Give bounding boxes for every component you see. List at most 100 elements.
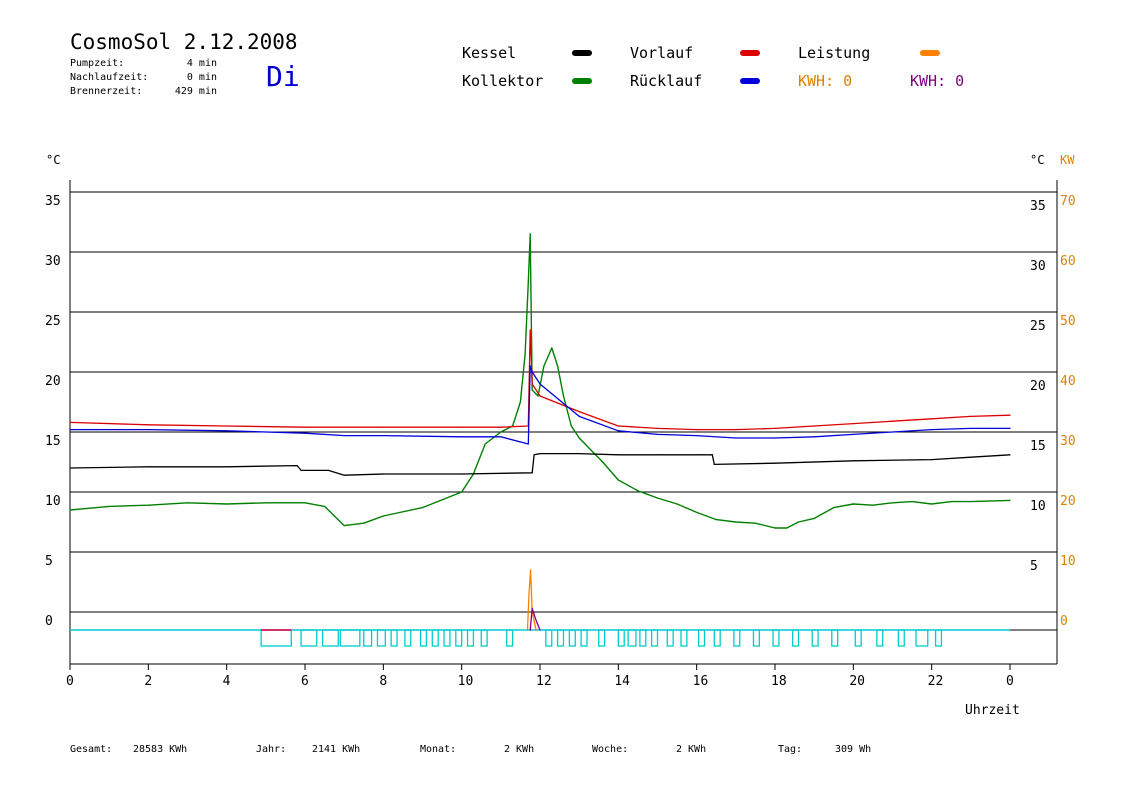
- pump-event-17: [568, 629, 576, 647]
- point-kollektor-50: [970, 501, 972, 503]
- point-kessel-7: [382, 473, 384, 475]
- pump-event-12: [466, 629, 475, 647]
- x-tick-label-10: 20: [849, 674, 865, 689]
- point-vorlauf-11: [578, 411, 580, 413]
- point-rcklauf-2: [226, 430, 228, 432]
- point-vorlauf-19: [891, 420, 894, 422]
- pump-event-34: [854, 629, 862, 647]
- grid-lines: [70, 191, 1057, 631]
- pumpzeit-label: Pumpzeit:: [70, 58, 125, 69]
- point-kessel-15: [696, 454, 698, 456]
- point-kollektor-6: [304, 502, 306, 504]
- point-kollektor-47: [911, 501, 913, 503]
- point-kessel-9: [531, 472, 533, 474]
- legend-kessel-label: Kessel: [462, 44, 517, 62]
- tick-labels: 0510152025303551015202530350102030405060…: [45, 194, 1076, 689]
- pump-event-26: [697, 629, 706, 647]
- x-tick-label-8: 16: [693, 674, 709, 689]
- pump-event-14: [506, 629, 514, 647]
- point-kessel-11: [539, 453, 541, 455]
- legend-leistung-swatch: [920, 50, 940, 56]
- pump-event-24: [666, 629, 674, 647]
- point-kollektor-42: [813, 517, 815, 520]
- pump-event-38: [934, 629, 943, 647]
- x-tick-label-1: 2: [144, 674, 152, 689]
- point-kollektor-44: [852, 503, 854, 505]
- point-rcklauf-6: [461, 436, 463, 438]
- pump-event-11: [455, 629, 463, 647]
- point-vorlauf-4: [382, 426, 384, 428]
- point-rcklauf-4: [343, 435, 345, 437]
- pump-event-33: [831, 629, 839, 647]
- point-kessel-6: [343, 474, 345, 476]
- tag-value: 309 Wh: [835, 744, 872, 755]
- point-kollektor-18: [524, 353, 526, 355]
- point-vorlauf-1: [147, 424, 149, 426]
- y-tick-kw-20: 20: [1060, 494, 1076, 509]
- point-kessel-17: [713, 463, 715, 465]
- point-kessel-13: [617, 454, 619, 456]
- pump-event-37: [915, 629, 929, 647]
- y-tick-right-35: 35: [1030, 199, 1046, 214]
- point-kollektor-35: [696, 511, 698, 513]
- pump-event-3: [339, 629, 361, 647]
- y-tick-left-15: 15: [45, 434, 61, 449]
- point-kollektor-33: [656, 497, 659, 499]
- y-tick-right-15: 15: [1030, 439, 1046, 454]
- point-kollektor-22: [537, 395, 539, 397]
- point-kollektor-19: [527, 281, 529, 283]
- point-kollektor-3: [186, 502, 189, 504]
- point-kessel-5: [327, 469, 330, 471]
- series-kessel: [69, 452, 1011, 476]
- legend-kessel-swatch: [572, 50, 592, 56]
- y-tick-left-25: 25: [45, 314, 61, 329]
- point-rcklauf-12: [578, 415, 580, 417]
- point-vorlauf-2: [226, 425, 228, 427]
- point-rcklauf-23: [1009, 427, 1011, 429]
- pump-event-30: [772, 629, 780, 647]
- point-kollektor-30: [602, 461, 604, 463]
- point-kollektor-37: [735, 521, 737, 523]
- legend-kollektor-label: Kollektor: [462, 72, 544, 90]
- series-kollektor: [69, 233, 1011, 529]
- tag-label: Tag:: [778, 744, 803, 755]
- pump-event-0: [260, 629, 292, 647]
- pump-events: [70, 629, 1010, 647]
- pump-event-1: [300, 629, 318, 647]
- gesamt-value: 28583 KWh: [133, 744, 188, 755]
- point-kollektor-7: [324, 505, 326, 507]
- right-unit-label: °C: [1030, 153, 1044, 167]
- legend-vorlauf-label: Vorlauf: [630, 44, 694, 62]
- pump-event-23: [650, 629, 659, 647]
- point-rcklauf-0: [69, 429, 71, 431]
- point-kollektor-9: [363, 522, 365, 524]
- y-tick-kw-30: 30: [1060, 434, 1076, 449]
- point-rcklauf-10: [531, 371, 533, 373]
- point-kollektor-29: [590, 449, 592, 451]
- monat-value: 2 KWh: [504, 744, 535, 755]
- y-tick-left-0: 0: [45, 614, 53, 629]
- pump-event-18: [580, 629, 588, 647]
- point-kollektor-28: [578, 437, 580, 439]
- y-tick-kw-50: 50: [1060, 314, 1076, 329]
- point-vorlauf-15: [735, 429, 737, 431]
- point-kessel-10: [533, 454, 535, 456]
- y-tick-right-30: 30: [1030, 259, 1046, 274]
- nachlaufzeit-value: 0 min: [186, 72, 217, 83]
- jahr-label: Jahr:: [256, 744, 287, 755]
- pump-event-35: [876, 629, 884, 647]
- point-vorlauf-14: [696, 429, 698, 431]
- point-kessel-19: [852, 460, 854, 462]
- point-kollektor-17: [519, 401, 522, 403]
- y-tick-left-10: 10: [45, 494, 61, 509]
- point-kollektor-20: [529, 233, 531, 235]
- x-tick-label-9: 18: [771, 674, 787, 689]
- y-tick-right-5: 5: [1030, 559, 1038, 574]
- x-tick-label-2: 4: [223, 674, 231, 689]
- point-kollektor-46: [891, 502, 894, 504]
- y-tick-kw-40: 40: [1060, 374, 1076, 389]
- point-vorlauf-13: [656, 427, 659, 429]
- point-rcklauf-19: [852, 433, 854, 435]
- point-kollektor-51: [1009, 499, 1011, 501]
